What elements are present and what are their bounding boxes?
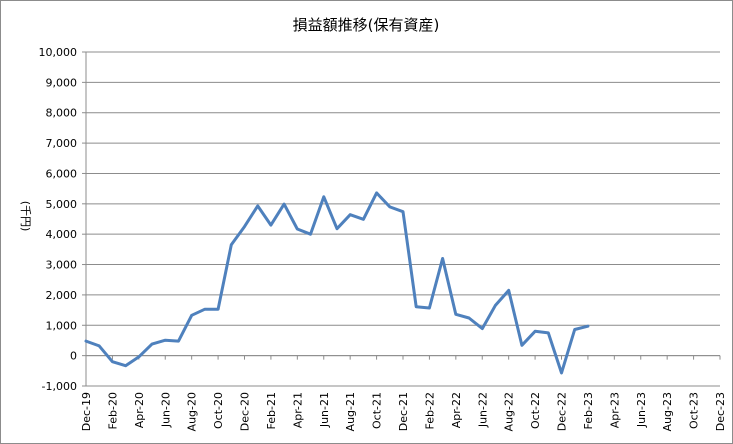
data-point [230, 243, 233, 247]
data-point [586, 324, 590, 328]
x-tick-label: Aug-22 [503, 392, 516, 431]
y-axis-label: (千円) [19, 201, 32, 232]
data-point [124, 364, 127, 367]
data-point [282, 202, 286, 206]
x-tick-label: Feb-23 [582, 392, 595, 429]
y-tick-label: 3,000 [46, 259, 78, 272]
data-point [494, 304, 497, 307]
data-point [467, 316, 471, 320]
data-point [164, 338, 167, 342]
data-point [547, 331, 550, 335]
y-tick-label: 1,000 [46, 319, 78, 332]
data-point [401, 210, 405, 213]
data-point [98, 344, 101, 348]
data-point [150, 342, 154, 346]
x-tick-label: Apr-23 [608, 392, 621, 428]
data-point [84, 339, 88, 343]
x-tick-label: Apr-20 [133, 392, 146, 428]
data-point [309, 232, 312, 236]
data-point [560, 371, 563, 375]
x-tick-label: Oct-23 [688, 392, 701, 429]
series-line [84, 191, 590, 375]
y-tick-label: 5,000 [46, 198, 78, 211]
data-point [216, 307, 220, 311]
data-point [335, 227, 339, 230]
x-tick-label: Dec-21 [397, 392, 410, 431]
y-tick-label: 9,000 [46, 76, 78, 89]
x-tick-label: Aug-23 [661, 392, 674, 431]
data-point [256, 204, 259, 208]
x-tick-label: Oct-22 [529, 392, 542, 429]
y-tick-label: 8,000 [46, 107, 78, 120]
x-tick-label: Dec-23 [714, 392, 727, 431]
x-axis-ticks: Dec-19 Feb-20 Apr-20 Jun-20 Aug-20 Oct-20 Dec-… [80, 355, 727, 431]
data-point [415, 305, 418, 308]
data-point [111, 360, 114, 363]
y-tick-label: 7,000 [46, 137, 78, 150]
data-point [375, 191, 378, 195]
y-tick-label: 4,000 [46, 228, 78, 241]
x-tick-label: Dec-22 [556, 392, 569, 431]
x-tick-label: Jun-21 [318, 392, 331, 428]
x-tick-label: Dec-19 [80, 392, 93, 431]
series-layer [84, 191, 590, 375]
x-tick-label: Jun-20 [159, 392, 172, 428]
x-tick-label: Oct-21 [371, 392, 384, 429]
x-tick-label: Dec-20 [239, 392, 252, 431]
x-tick-label: Jun-22 [476, 392, 489, 428]
data-point [388, 205, 391, 209]
data-point [533, 330, 537, 333]
data-point [190, 314, 193, 317]
y-tick-label: -1,000 [42, 380, 77, 393]
x-tick-label: Apr-22 [450, 392, 463, 428]
y-tick-label: 2,000 [46, 289, 78, 302]
data-point [203, 307, 207, 311]
x-tick-label: Feb-22 [423, 392, 436, 429]
y-axis-ticks: -1,000 0 1,000 2,000 3,000 4,000 5,000 6,000 7,0… [39, 46, 86, 393]
data-point [573, 328, 576, 331]
chart-title: 損益額推移(保有資産) [293, 16, 440, 34]
y-tick-label: 10,000 [39, 46, 78, 59]
x-tick-label: Aug-21 [344, 392, 357, 431]
data-point [137, 355, 141, 359]
x-tick-label: Feb-21 [265, 392, 278, 429]
data-point [322, 195, 325, 199]
data-point [481, 327, 484, 330]
x-tick-label: Aug-20 [186, 392, 199, 431]
data-point [348, 213, 352, 216]
data-point [507, 289, 510, 292]
y-tick-label: 6,000 [46, 167, 78, 180]
data-point [362, 218, 365, 221]
data-point [441, 257, 444, 260]
data-point [269, 223, 273, 227]
data-point [243, 225, 246, 228]
x-tick-label: Jun-23 [635, 392, 648, 428]
data-point [428, 306, 431, 310]
data-point [520, 344, 524, 347]
y-tick-label: 0 [70, 350, 77, 363]
data-point [177, 339, 180, 343]
x-tick-label: Feb-20 [106, 392, 119, 429]
x-tick-label: Oct-20 [212, 392, 225, 429]
data-point [296, 227, 299, 231]
x-tick-label: Apr-21 [291, 392, 304, 428]
data-point [454, 313, 458, 316]
